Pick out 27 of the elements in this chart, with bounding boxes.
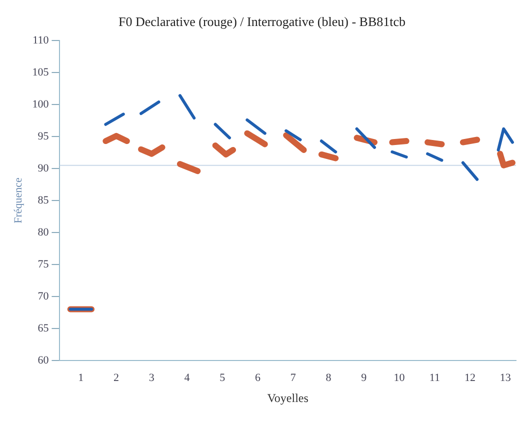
y-tick-label: 85 xyxy=(38,194,50,206)
x-tick-label: 2 xyxy=(114,372,120,384)
chart-title: F0 Declarative (rouge) / Interrogative (bleu) - BB81tcb xyxy=(118,14,406,30)
x-tick-label: 1 xyxy=(78,372,84,384)
y-axis-title: Fréquence xyxy=(12,177,24,224)
x-tick-label: 7 xyxy=(290,372,296,384)
y-tick-label: 100 xyxy=(32,98,50,110)
x-tick-label: 8 xyxy=(326,372,332,384)
y-tick-label: 75 xyxy=(38,258,50,270)
x-tick-label: 6 xyxy=(255,372,262,384)
x-tick-label: 13 xyxy=(500,372,512,384)
x-tick-label: 5 xyxy=(220,372,226,384)
x-tick-label: 11 xyxy=(429,372,440,384)
x-tick-label: 3 xyxy=(148,372,155,384)
y-tick-label: 70 xyxy=(38,290,50,302)
y-tick-label: 65 xyxy=(38,322,50,334)
y-tick-label: 90 xyxy=(38,162,50,174)
x-tick-label: 9 xyxy=(361,372,368,384)
y-tick-label: 105 xyxy=(32,66,50,78)
x-tick-label: 10 xyxy=(394,372,406,384)
x-tick-label: 12 xyxy=(464,372,476,384)
x-axis-title: Voyelles xyxy=(267,390,309,405)
y-tick-label: 80 xyxy=(38,226,50,238)
x-tick-label: 4 xyxy=(184,372,190,384)
y-tick-label: 95 xyxy=(38,130,50,142)
y-tick-label: 60 xyxy=(38,354,50,366)
y-tick-label: 110 xyxy=(32,34,50,46)
